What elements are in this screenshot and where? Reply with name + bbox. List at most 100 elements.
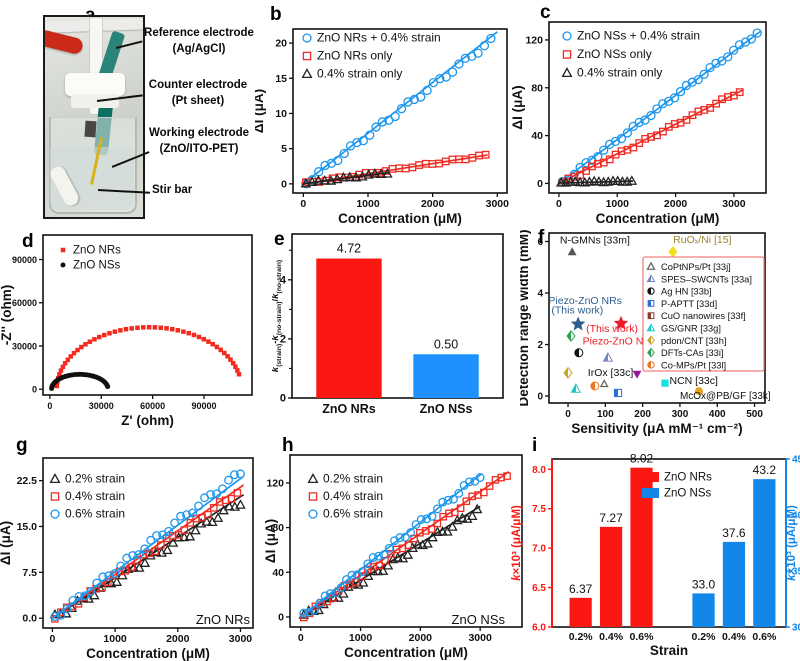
svg-text:20: 20 bbox=[275, 38, 287, 50]
axes: 0 100 200 300 400 500 0 2 4 6 Sensitivity (μA mM⁻¹… bbox=[516, 229, 766, 436]
svg-text:ZnO NRs: ZnO NRs bbox=[73, 245, 121, 257]
svg-text:6.37: 6.37 bbox=[569, 582, 593, 596]
svg-text:0.6% strain: 0.6% strain bbox=[65, 507, 125, 521]
series-0-4-strain-only bbox=[555, 175, 638, 187]
svg-text:ZnO NRs: ZnO NRs bbox=[196, 612, 251, 627]
panel-i: i 6.0 6.5 7.0 7.5 8.0 30 35 40 45 Strain k×10³ (μA… bbox=[510, 432, 800, 661]
svg-text:0: 0 bbox=[556, 198, 562, 210]
svg-text:0.2%: 0.2% bbox=[692, 631, 717, 643]
legend: ZnO NRs + 0.4% strain ZnO NRs only 0.4% st… bbox=[301, 31, 441, 81]
svg-text:RuOₓ/Ni [15]: RuOₓ/Ni [15] bbox=[673, 234, 731, 246]
series-reported-sensors bbox=[563, 245, 703, 398]
svg-text:6.5: 6.5 bbox=[532, 583, 546, 594]
axes: 0 1000 2000 3000 0.0 7.5 15.0 22.5 Concentration… bbox=[0, 457, 254, 661]
bar-zno-nrs: 4.72 ZnO NRs bbox=[316, 242, 382, 416]
svg-text:GS/GNR [33g]: GS/GNR [33g] bbox=[661, 324, 721, 334]
svg-text:43.2: 43.2 bbox=[753, 463, 777, 477]
svg-text:33.0: 33.0 bbox=[692, 577, 716, 591]
label-line: (ZnO/ITO-PET) bbox=[159, 142, 239, 155]
svg-text:30000: 30000 bbox=[89, 401, 114, 411]
svg-text:60000: 60000 bbox=[12, 298, 37, 308]
svg-text:500: 500 bbox=[746, 409, 763, 420]
svg-text:0.4% strain only: 0.4% strain only bbox=[317, 67, 402, 81]
svg-text:Co-MPs/Pt [33l]: Co-MPs/Pt [33l] bbox=[661, 360, 726, 370]
label-line: Reference electrode bbox=[144, 27, 254, 39]
svg-text:0: 0 bbox=[47, 401, 52, 411]
svg-text:k×10³ (μA/μM): k×10³ (μA/μM) bbox=[511, 505, 523, 581]
svg-text:120: 120 bbox=[266, 477, 284, 489]
svg-text:ZnO NRs: ZnO NRs bbox=[322, 402, 376, 416]
svg-text:2000: 2000 bbox=[421, 198, 445, 210]
svg-text:Concentration (μM): Concentration (μM) bbox=[338, 211, 462, 226]
svg-text:0.4%: 0.4% bbox=[722, 631, 747, 643]
panel-d: d 0 30000 60000 90000 0 30000 60000 90000 Z' (oh… bbox=[0, 228, 272, 434]
legend: 0.2% strain 0.4% strain 0.6% strain bbox=[49, 472, 125, 521]
svg-text:0.0: 0.0 bbox=[22, 613, 37, 625]
svg-text:2: 2 bbox=[537, 340, 543, 351]
svg-text:2000: 2000 bbox=[166, 633, 190, 645]
svg-text:0.4%: 0.4% bbox=[599, 631, 624, 643]
svg-text:0: 0 bbox=[537, 178, 543, 190]
svg-text:7.0: 7.0 bbox=[532, 544, 546, 555]
svg-text:0: 0 bbox=[300, 198, 306, 210]
svg-text:ZnO NRs + 0.4% strain: ZnO NRs + 0.4% strain bbox=[317, 31, 441, 45]
svg-text:0.6%: 0.6% bbox=[630, 631, 655, 643]
svg-text:k×10³ (μA/μM): k×10³ (μA/μM) bbox=[786, 505, 798, 581]
svg-text:1000: 1000 bbox=[356, 198, 380, 210]
label-line: Stir bar bbox=[152, 184, 193, 196]
svg-text:3000: 3000 bbox=[486, 198, 510, 210]
svg-text:0.6%: 0.6% bbox=[752, 631, 777, 643]
svg-text:3000: 3000 bbox=[229, 633, 253, 645]
panel-a: a Reference electrode (Ag/AgCl) Counter … bbox=[0, 0, 255, 230]
svg-text:-Z'' (ohm): -Z'' (ohm) bbox=[0, 285, 14, 345]
svg-text:ZnO NSs + 0.4% strain: ZnO NSs + 0.4% strain bbox=[577, 29, 700, 43]
svg-text:Piezo-ZnO NRs: Piezo-ZnO NRs bbox=[548, 295, 622, 307]
svg-text:200: 200 bbox=[634, 409, 651, 420]
bar-nrs-0.2%: 6.37 0.2% bbox=[569, 582, 594, 643]
legend: 0.2% strain 0.4% strain 0.6% strain bbox=[307, 472, 383, 521]
series-0-4-strain-only bbox=[300, 168, 393, 188]
axes: 0 30000 60000 90000 0 30000 60000 90000 Z' (ohm)… bbox=[0, 234, 253, 428]
svg-text:McOx@PB/GF [33k]: McOx@PB/GF [33k] bbox=[680, 391, 771, 402]
label-line: (Pt sheet) bbox=[171, 94, 225, 107]
svg-text:4: 4 bbox=[537, 289, 543, 300]
svg-text:ZnO NSs: ZnO NSs bbox=[664, 488, 712, 500]
legend: ZnO NRs ZnO NSs bbox=[642, 472, 712, 500]
svg-text:P-APTT [33d]: P-APTT [33d] bbox=[661, 299, 717, 309]
svg-text:0.4% strain: 0.4% strain bbox=[323, 489, 383, 503]
panel-f-chart: 0 100 200 300 400 500 0 2 4 6 Sensitivity (μA mM⁻¹… bbox=[516, 229, 771, 436]
svg-text:3000: 3000 bbox=[468, 632, 492, 644]
panel-i-letter: i bbox=[532, 435, 538, 456]
svg-text:0.2%: 0.2% bbox=[569, 631, 594, 643]
working-electrode-strip bbox=[84, 120, 97, 138]
svg-text:4: 4 bbox=[280, 274, 287, 286]
svg-text:Concentration (μM): Concentration (μM) bbox=[344, 645, 468, 660]
svg-text:0: 0 bbox=[565, 409, 571, 420]
svg-text:ZnO NSs: ZnO NSs bbox=[73, 260, 121, 272]
legend: ZnO NSs + 0.4% strain ZnO NSs only 0.4% st… bbox=[561, 29, 700, 80]
svg-text:2000: 2000 bbox=[409, 632, 433, 644]
svg-text:1000: 1000 bbox=[606, 198, 630, 210]
axes: 6.0 6.5 7.0 7.5 8.0 30 35 40 45 Strain bbox=[532, 455, 800, 659]
panel-b-chart: 0 1000 2000 3000 0 5 10 15 20 Concentration (μM) Δ… bbox=[251, 28, 510, 226]
svg-text:40: 40 bbox=[531, 130, 543, 142]
series-0-2-strain bbox=[298, 503, 483, 619]
panel-c-letter: c bbox=[540, 2, 551, 23]
svg-text:0: 0 bbox=[280, 393, 286, 405]
svg-text:0: 0 bbox=[298, 632, 304, 644]
panel-h: h 0 1000 2000 3000 0 40 80 120 Concentration (μM… bbox=[260, 432, 550, 661]
svg-text:Piezo-ZnO NSs: Piezo-ZnO NSs bbox=[583, 336, 656, 348]
panel-c-chart: 0 1000 2000 3000 0 40 80 120 Concentration (μM) Δ… bbox=[510, 21, 767, 226]
panel-f: f 0 100 200 300 400 500 0 2 4 6 Sensitivity (μA mM… bbox=[516, 228, 800, 438]
svg-text:ZnO NSs: ZnO NSs bbox=[452, 612, 506, 627]
svg-text:80: 80 bbox=[531, 82, 543, 94]
svg-text:120: 120 bbox=[525, 34, 543, 46]
panel-e-chart: 0 2 4 4.72 ZnO NRs 0.50 ZnO NSs k(strain)-k(no-… bbox=[270, 233, 504, 416]
bar-nss-0.6%: 43.2 0.6% bbox=[752, 463, 777, 643]
svg-text:0: 0 bbox=[537, 392, 543, 403]
label-line: (Ag/AgCl) bbox=[172, 42, 226, 55]
svg-text:8.0: 8.0 bbox=[532, 465, 546, 476]
svg-text:15: 15 bbox=[275, 73, 287, 85]
label-line: Counter electrode bbox=[148, 79, 248, 91]
electrode-collar bbox=[65, 73, 125, 96]
